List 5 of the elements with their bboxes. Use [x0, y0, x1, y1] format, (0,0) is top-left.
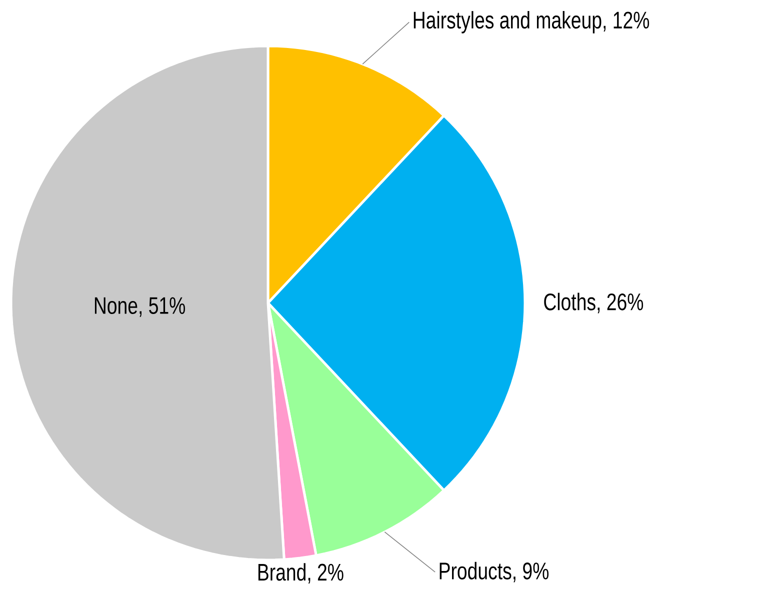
- slice-label: Products, 9%: [440, 562, 549, 582]
- slice-label: Brand, 2%: [258, 563, 344, 584]
- slice-label: None, 51%: [94, 297, 186, 317]
- slice-label: Cloths, 26%: [544, 292, 644, 314]
- slice-label: Hairstyles and makeup, 12%: [414, 11, 650, 34]
